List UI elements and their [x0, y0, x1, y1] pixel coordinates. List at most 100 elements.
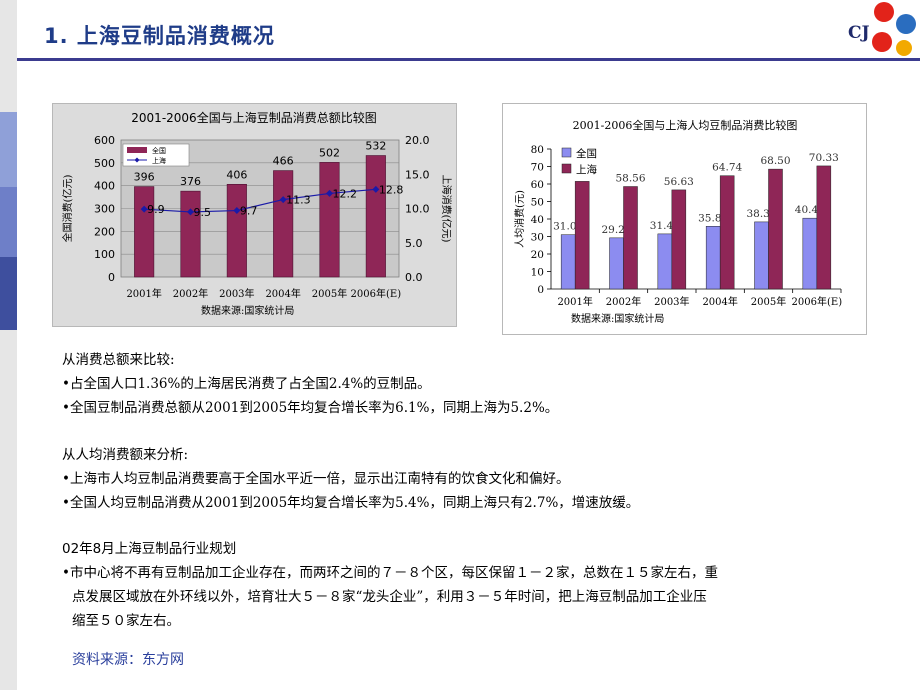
bar-nation: [754, 221, 769, 290]
chart-title: 2001-2006全国与上海人均豆制品消费比较图: [573, 118, 798, 132]
bar-nation: [365, 155, 386, 278]
section3-line: •市中心将不再有豆制品加工企业存在，而两环之间的７－８个区，每区保留１－２家，总…: [62, 565, 718, 581]
line-point-shanghai: [279, 196, 287, 204]
x-tick-label: 2001年: [557, 295, 592, 308]
bar-data-label: 466: [273, 155, 294, 168]
legend-label-nation: 全国: [576, 147, 597, 160]
y-tick-label: 30: [531, 232, 544, 244]
y-tick-label: 10: [531, 267, 544, 279]
x-tick-label: 2005年: [312, 287, 347, 300]
line-point-shanghai: [187, 208, 194, 216]
bar-data-label: 406: [226, 168, 247, 181]
section1-bullet: •占全国人口1.36%的上海居民消费了占全国2.4%的豆制品。: [62, 376, 431, 392]
legend-label-shanghai: 上海: [152, 156, 166, 165]
logo-orange-dot: [896, 40, 912, 56]
section3-line: 缩至５０家左右。: [72, 613, 180, 629]
x-tick-label: 2002年: [173, 287, 208, 300]
logo-red-dot: [872, 32, 892, 52]
x-tick-label: 2005年: [751, 295, 786, 308]
section2-bullet: •上海市人均豆制品消费要高于全国水平近一倍，显示出江南特有的饮食文化和偏好。: [62, 471, 570, 487]
per-capita-chart: 2001-2006全国与上海人均豆制品消费比较图 0 10 20 30 40 50 60 70 8…: [502, 103, 867, 335]
y-tick-label: 500: [94, 157, 115, 170]
y2-tick-label: 0.0: [405, 271, 423, 284]
y-axis-label: 全国消费(亿元): [61, 175, 74, 243]
legend-swatch-nation: [127, 147, 147, 153]
bar-nation: [705, 226, 721, 290]
line-point-shanghai: [372, 185, 380, 193]
legend-swatch-nation: [561, 147, 572, 158]
section1-heading: 从消费总额来比较:: [62, 352, 175, 368]
legend-label-shanghai: 上海: [576, 163, 597, 176]
y-axis-label: 人均消费(元): [513, 190, 526, 248]
bar-nation: [180, 190, 201, 278]
legend-swatch-shanghai: [561, 163, 572, 174]
bar-data-label: 64.74: [712, 162, 742, 174]
source-note: 资料来源：东方网: [72, 652, 184, 668]
y2-tick-label: 10.0: [405, 203, 430, 216]
y-tick-label: 0: [537, 284, 544, 296]
line-data-label: 12.2: [333, 187, 358, 200]
logo-blue-dot: [896, 14, 916, 34]
sidebar-decoration: [0, 0, 17, 690]
y-tick-label: 60: [531, 179, 544, 191]
y2-tick-label: 5.0: [405, 237, 423, 250]
bar-nation: [226, 183, 247, 278]
section1-bullet: •全国豆制品消费总额从2001到2005年均复合增长率为6.1%，同期上海为5.…: [62, 400, 559, 416]
line-data-label: 12.8: [379, 183, 404, 196]
sidebar-block: [0, 0, 17, 112]
line-data-label: 9.7: [240, 205, 257, 218]
bar-data-label: 56.63: [664, 176, 694, 188]
y-tick-label: 80: [531, 144, 544, 156]
y2-tick-label: 15.0: [405, 168, 430, 181]
y-tick-label: 50: [531, 197, 544, 209]
y-tick-label: 600: [94, 134, 115, 147]
sidebar-block: [0, 330, 17, 690]
y-tick-label: 400: [94, 180, 115, 193]
section3-heading: 02年8月上海豆制品行业规划: [62, 541, 237, 557]
x-tick-label: 2003年: [654, 295, 689, 308]
y-tick-label: 20: [531, 249, 544, 261]
per-capita-chart-svg: 2001-2006全国与上海人均豆制品消费比较图 0 10 20 30 40 50 60 70 8…: [513, 118, 843, 325]
x-tick-label: 2002年: [606, 295, 641, 308]
bar-nation: [134, 186, 155, 278]
legend-marker-shanghai: [134, 157, 140, 163]
bar-nation: [802, 217, 818, 290]
bar-shanghai: [623, 186, 638, 290]
bar-nation: [657, 233, 673, 290]
logo-text: CJ: [848, 23, 870, 43]
bar-data-label: 68.50: [760, 155, 790, 167]
bar-data-label: 502: [319, 146, 340, 159]
line-shanghai: [144, 188, 376, 213]
y-tick-label: 70: [531, 162, 544, 174]
chart-source-note: 数据来源:国家统计局: [571, 312, 664, 325]
bar-shanghai: [816, 165, 832, 290]
total-consumption-chart-svg: 2001-2006全国与上海豆制品消费总额比较图 0 100 200 300 400 500…: [61, 110, 453, 317]
y-tick-label: 200: [94, 225, 115, 238]
total-consumption-chart: 2001-2006全国与上海豆制品消费总额比较图 0 100 200 300 400 500…: [52, 103, 457, 327]
section2-bullet: •全国人均豆制品消费从2001到2005年均复合增长率为5.4%，同期上海只有2…: [62, 495, 640, 511]
y-tick-label: 300: [94, 203, 115, 216]
bar-nation: [319, 162, 340, 278]
x-tick-label: 2006年(E): [792, 295, 843, 308]
x-tick-label: 2003年: [219, 287, 254, 300]
section3-line: 点发展区域放在外环线以外，培育壮大５－８家“龙头企业”，利用３－５年时间，把上海…: [72, 589, 707, 605]
line-data-label: 11.3: [286, 194, 311, 207]
bar-data-label: 58.56: [615, 173, 645, 185]
bar-shanghai: [719, 175, 735, 290]
line-point-shanghai: [326, 189, 333, 197]
chart-source-note: 数据来源:国家统计局: [201, 304, 294, 317]
bar-shanghai: [671, 189, 687, 290]
bar-shanghai: [768, 168, 783, 290]
x-tick-label: 2006年(E): [351, 287, 402, 300]
y-tick-label: 0: [108, 271, 115, 284]
bar-data-label: 532: [365, 140, 386, 153]
bar-nation: [273, 170, 294, 278]
logo-red-dot: [874, 2, 894, 22]
chart-title: 2001-2006全国与上海豆制品消费总额比较图: [131, 110, 376, 125]
page-title: 1. 上海豆制品消费概况: [44, 24, 275, 48]
bar-data-label: 70.33: [809, 152, 839, 164]
bar-data-label: 396: [134, 171, 155, 184]
bar-data-label: 376: [180, 175, 201, 188]
sidebar-block: [0, 187, 17, 257]
line-data-label: 9.5: [194, 206, 212, 219]
